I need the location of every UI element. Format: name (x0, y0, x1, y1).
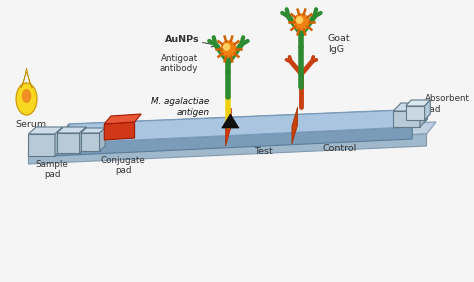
Polygon shape (57, 133, 80, 153)
Polygon shape (81, 133, 100, 151)
Polygon shape (81, 128, 105, 133)
Polygon shape (393, 111, 420, 127)
Polygon shape (425, 100, 430, 120)
Ellipse shape (22, 89, 31, 103)
Polygon shape (104, 122, 135, 140)
Polygon shape (52, 127, 412, 156)
Circle shape (221, 41, 236, 57)
Text: Test: Test (254, 147, 273, 156)
Polygon shape (100, 128, 105, 151)
Polygon shape (28, 134, 427, 164)
Polygon shape (55, 127, 63, 156)
Circle shape (224, 44, 229, 50)
Text: Absorbent
pad: Absorbent pad (425, 94, 470, 114)
Text: Antigoat
antibody: Antigoat antibody (160, 54, 198, 73)
Text: Goat
IgG: Goat IgG (328, 34, 351, 54)
Polygon shape (420, 103, 428, 127)
Polygon shape (393, 103, 428, 111)
Ellipse shape (16, 83, 37, 115)
Text: M. agalactiae
antigen: M. agalactiae antigen (151, 97, 210, 117)
Circle shape (296, 17, 302, 23)
Polygon shape (406, 100, 430, 106)
Polygon shape (28, 134, 55, 156)
Polygon shape (292, 107, 298, 144)
Polygon shape (52, 109, 427, 144)
Text: AuNPs: AuNPs (165, 34, 200, 43)
Text: Sample
pad: Sample pad (36, 160, 69, 179)
Polygon shape (28, 122, 436, 152)
Circle shape (294, 14, 309, 30)
Polygon shape (52, 124, 69, 156)
Polygon shape (226, 108, 231, 146)
Polygon shape (406, 106, 425, 120)
Text: Serum: Serum (15, 120, 46, 129)
Text: Conjugate
pad: Conjugate pad (101, 156, 146, 175)
Polygon shape (222, 114, 239, 128)
Polygon shape (57, 127, 86, 133)
Polygon shape (104, 114, 141, 124)
Polygon shape (69, 109, 427, 136)
Polygon shape (21, 68, 32, 88)
Polygon shape (80, 127, 86, 153)
Polygon shape (28, 127, 63, 134)
Text: Control: Control (322, 144, 356, 153)
